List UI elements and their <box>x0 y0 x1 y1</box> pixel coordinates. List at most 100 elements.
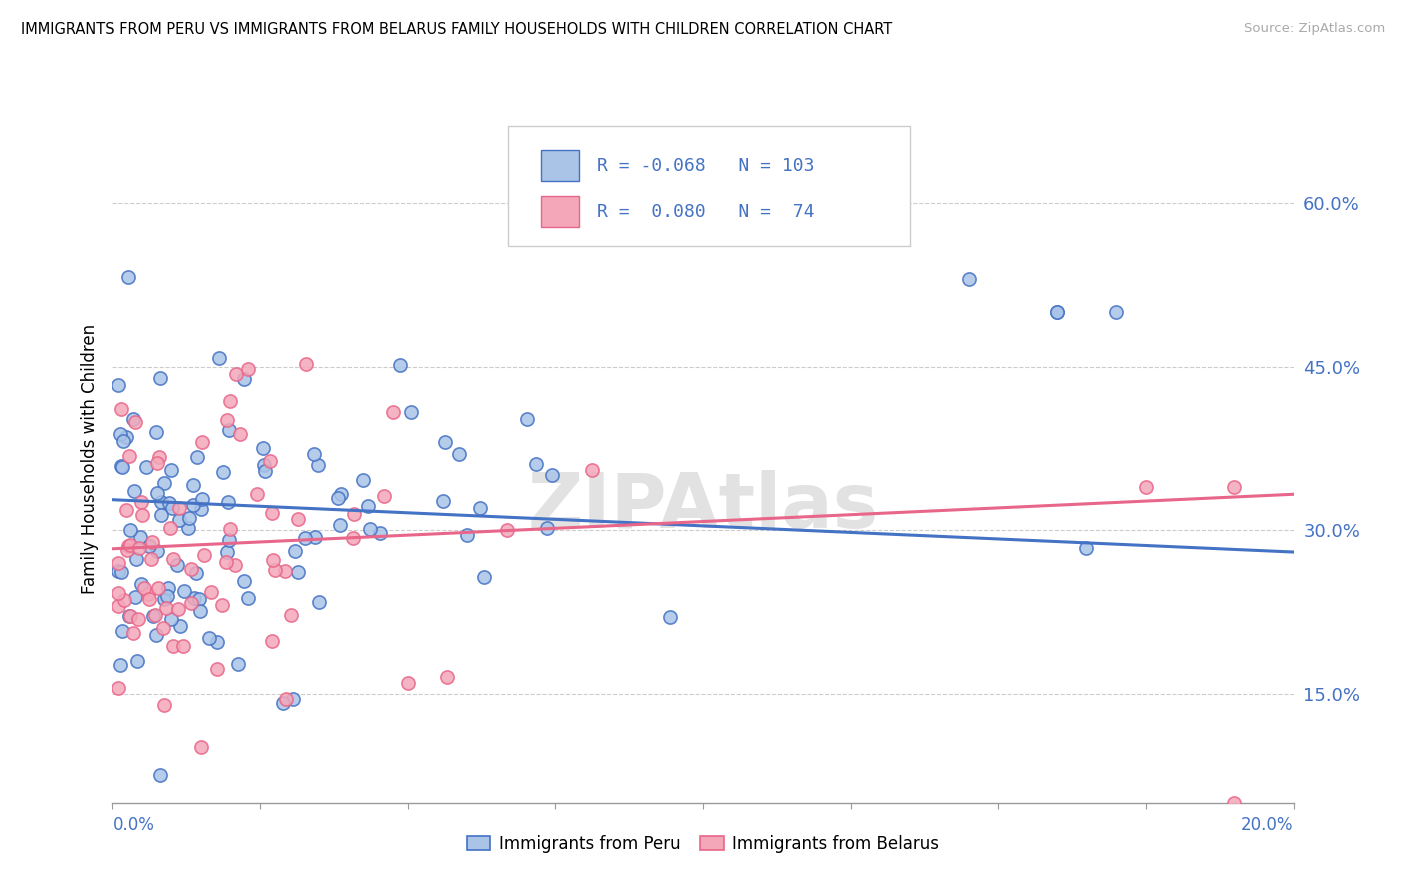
Point <box>219 523 242 537</box>
Point <box>152 621 174 635</box>
Point <box>150 508 173 522</box>
Point <box>232 574 254 588</box>
Point <box>449 447 471 461</box>
Point <box>472 570 495 584</box>
Point <box>284 544 307 558</box>
Point <box>1046 305 1069 319</box>
Point <box>957 272 980 286</box>
Text: R =  0.080   N =  74: R = 0.080 N = 74 <box>596 202 814 221</box>
Point <box>177 521 200 535</box>
Point <box>169 619 191 633</box>
Point <box>124 551 146 566</box>
Point <box>359 522 381 536</box>
Point <box>125 654 148 668</box>
Point <box>264 563 287 577</box>
Text: Source: ZipAtlas.com: Source: ZipAtlas.com <box>1244 22 1385 36</box>
Point <box>541 468 564 483</box>
Point <box>162 639 184 653</box>
Point <box>110 459 132 474</box>
Point <box>262 553 284 567</box>
Point <box>180 596 202 610</box>
Point <box>156 581 179 595</box>
Point <box>218 394 240 409</box>
Point <box>274 564 297 578</box>
Point <box>141 552 163 566</box>
Point <box>117 270 139 285</box>
Point <box>167 501 190 516</box>
Point <box>159 463 181 477</box>
Text: IMMIGRANTS FROM PERU VS IMMIGRANTS FROM BELARUS FAMILY HOUSEHOLDS WITH CHILDREN : IMMIGRANTS FROM PERU VS IMMIGRANTS FROM … <box>21 22 893 37</box>
Point <box>117 539 139 553</box>
Point <box>132 582 155 596</box>
Point <box>224 558 246 572</box>
Point <box>166 558 188 572</box>
Point <box>173 584 195 599</box>
Point <box>658 610 681 624</box>
Point <box>211 465 233 479</box>
Point <box>145 425 167 440</box>
Point <box>107 599 129 614</box>
Point <box>169 513 191 527</box>
Point <box>155 601 177 615</box>
Point <box>524 457 547 471</box>
Point <box>110 565 132 579</box>
Point <box>135 460 157 475</box>
Point <box>160 501 183 516</box>
Point <box>122 484 145 499</box>
Point <box>146 582 169 596</box>
Point <box>124 416 146 430</box>
Point <box>236 591 259 605</box>
Point <box>127 612 149 626</box>
Point <box>433 435 456 450</box>
Point <box>149 768 172 782</box>
Point <box>218 533 240 548</box>
Point <box>456 528 478 542</box>
Point <box>167 602 190 616</box>
Point <box>496 523 519 537</box>
Point <box>287 565 309 579</box>
Point <box>352 473 374 487</box>
Point <box>190 740 212 755</box>
Point <box>180 562 202 576</box>
Point <box>112 593 135 607</box>
Point <box>226 657 249 671</box>
Point <box>382 405 405 419</box>
Point <box>232 372 254 386</box>
Point <box>217 494 239 508</box>
Point <box>146 486 169 500</box>
Point <box>246 486 269 500</box>
Point <box>107 378 129 392</box>
Point <box>432 493 454 508</box>
Point <box>308 595 330 609</box>
Point <box>225 367 247 381</box>
Point <box>342 507 364 521</box>
Point <box>156 590 179 604</box>
Point <box>111 434 134 448</box>
Point <box>146 456 169 470</box>
Point <box>274 692 297 706</box>
Point <box>329 518 352 533</box>
Point <box>107 564 129 578</box>
Point <box>138 592 160 607</box>
Point <box>124 590 146 604</box>
Point <box>107 681 129 695</box>
Point <box>399 405 422 419</box>
Point <box>121 626 143 640</box>
Point <box>281 692 304 706</box>
Point <box>110 401 132 416</box>
Point <box>129 577 152 591</box>
Point <box>307 458 329 472</box>
Point <box>436 670 458 684</box>
Point <box>118 609 141 624</box>
Point <box>260 634 283 648</box>
Point <box>229 427 252 442</box>
Legend: Immigrants from Peru, Immigrants from Belarus: Immigrants from Peru, Immigrants from Be… <box>460 829 946 860</box>
Text: 0.0%: 0.0% <box>112 816 155 834</box>
Point <box>142 608 165 623</box>
Point <box>536 521 558 535</box>
Point <box>217 545 239 559</box>
Point <box>1223 796 1246 810</box>
Point <box>253 458 276 472</box>
Text: ZIPAtlas: ZIPAtlas <box>527 470 879 544</box>
Point <box>259 453 281 467</box>
